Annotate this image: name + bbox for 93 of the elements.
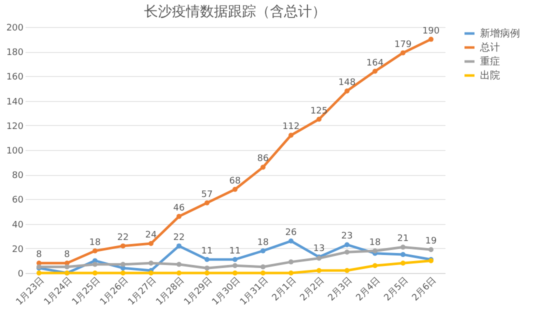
data-label: 22 <box>117 232 129 243</box>
y-tick-label: 60 <box>12 196 24 206</box>
y-tick-label: 180 <box>6 48 24 58</box>
legend-label: 出院 <box>480 70 500 82</box>
x-tick-label: 2月1日 <box>270 276 299 304</box>
data-label: 190 <box>422 26 440 36</box>
point <box>204 256 210 262</box>
point <box>120 243 126 248</box>
data-label: 11 <box>201 246 213 256</box>
point <box>92 262 98 267</box>
data-label: 57 <box>201 190 213 200</box>
x-tick-label: 2月2日 <box>298 276 327 304</box>
x-tick-label: 1月31日 <box>238 276 271 308</box>
y-tick-label: 200 <box>6 24 24 34</box>
legend-label: 总计 <box>479 42 500 54</box>
point <box>232 270 238 276</box>
data-label: 46 <box>173 203 185 214</box>
point <box>148 240 154 246</box>
point <box>120 270 126 276</box>
point <box>148 260 154 266</box>
data-label: 22 <box>173 232 185 243</box>
point <box>204 200 210 206</box>
point <box>204 270 210 276</box>
y-tick-label: 20 <box>12 244 24 255</box>
point <box>372 263 378 268</box>
point <box>288 259 294 264</box>
point <box>232 256 238 262</box>
point <box>176 270 182 276</box>
data-label: 19 <box>425 236 437 247</box>
y-tick-label: 140 <box>6 97 24 108</box>
x-tick-label: 2月3日 <box>326 276 355 304</box>
data-label: 86 <box>257 154 269 164</box>
point <box>400 260 406 266</box>
x-tick-label: 2月4日 <box>354 276 383 304</box>
y-tick-label: 80 <box>12 171 24 182</box>
data-label: 26 <box>285 228 297 238</box>
data-label: 23 <box>341 232 353 242</box>
point <box>316 116 322 122</box>
data-label: 68 <box>229 176 241 186</box>
point <box>204 266 210 271</box>
point <box>148 270 154 276</box>
point <box>232 263 238 268</box>
point <box>36 270 42 276</box>
data-label: 179 <box>394 40 412 50</box>
data-label: 8 <box>36 250 42 260</box>
point <box>92 248 98 254</box>
y-tick-label: 100 <box>6 146 24 156</box>
point <box>260 270 266 276</box>
point <box>260 248 266 254</box>
point <box>288 270 294 276</box>
x-tick-label: 2月5日 <box>382 276 411 304</box>
point <box>372 68 378 74</box>
legend-label: 新增病例 <box>480 28 520 40</box>
point <box>288 132 294 138</box>
data-label: 21 <box>397 234 409 244</box>
data-label: 24 <box>145 230 157 240</box>
point <box>176 214 182 219</box>
point <box>316 268 322 274</box>
data-label: 112 <box>282 122 300 132</box>
point <box>176 262 182 267</box>
point <box>288 238 294 244</box>
data-label: 18 <box>89 238 101 248</box>
data-label: 11 <box>229 246 241 256</box>
point <box>92 270 98 276</box>
point <box>232 186 238 192</box>
data-label: 164 <box>366 58 384 68</box>
point <box>64 264 70 270</box>
data-label: 13 <box>313 244 325 254</box>
data-label: 8 <box>64 250 70 260</box>
y-tick-label: 40 <box>12 220 24 230</box>
legend-label: 重症 <box>480 56 500 68</box>
point <box>428 36 434 42</box>
point <box>176 243 182 248</box>
point <box>344 250 350 255</box>
y-tick-label: 120 <box>6 122 24 132</box>
point <box>344 268 350 274</box>
point <box>428 247 434 252</box>
point <box>344 88 350 94</box>
data-label: 18 <box>369 238 381 248</box>
x-tick-label: 2月6日 <box>410 276 439 304</box>
point <box>344 242 350 248</box>
point <box>260 164 266 170</box>
point <box>120 262 126 267</box>
point <box>260 264 266 270</box>
point <box>400 252 406 258</box>
point <box>400 244 406 250</box>
data-label: 18 <box>257 238 269 248</box>
data-label: 148 <box>338 78 356 88</box>
y-tick-label: 0 <box>18 270 24 280</box>
y-tick-label: 160 <box>6 72 24 83</box>
chart-title: 长沙疫情数据跟踪（含总计） <box>144 4 326 20</box>
point <box>400 50 406 56</box>
point <box>372 248 378 254</box>
